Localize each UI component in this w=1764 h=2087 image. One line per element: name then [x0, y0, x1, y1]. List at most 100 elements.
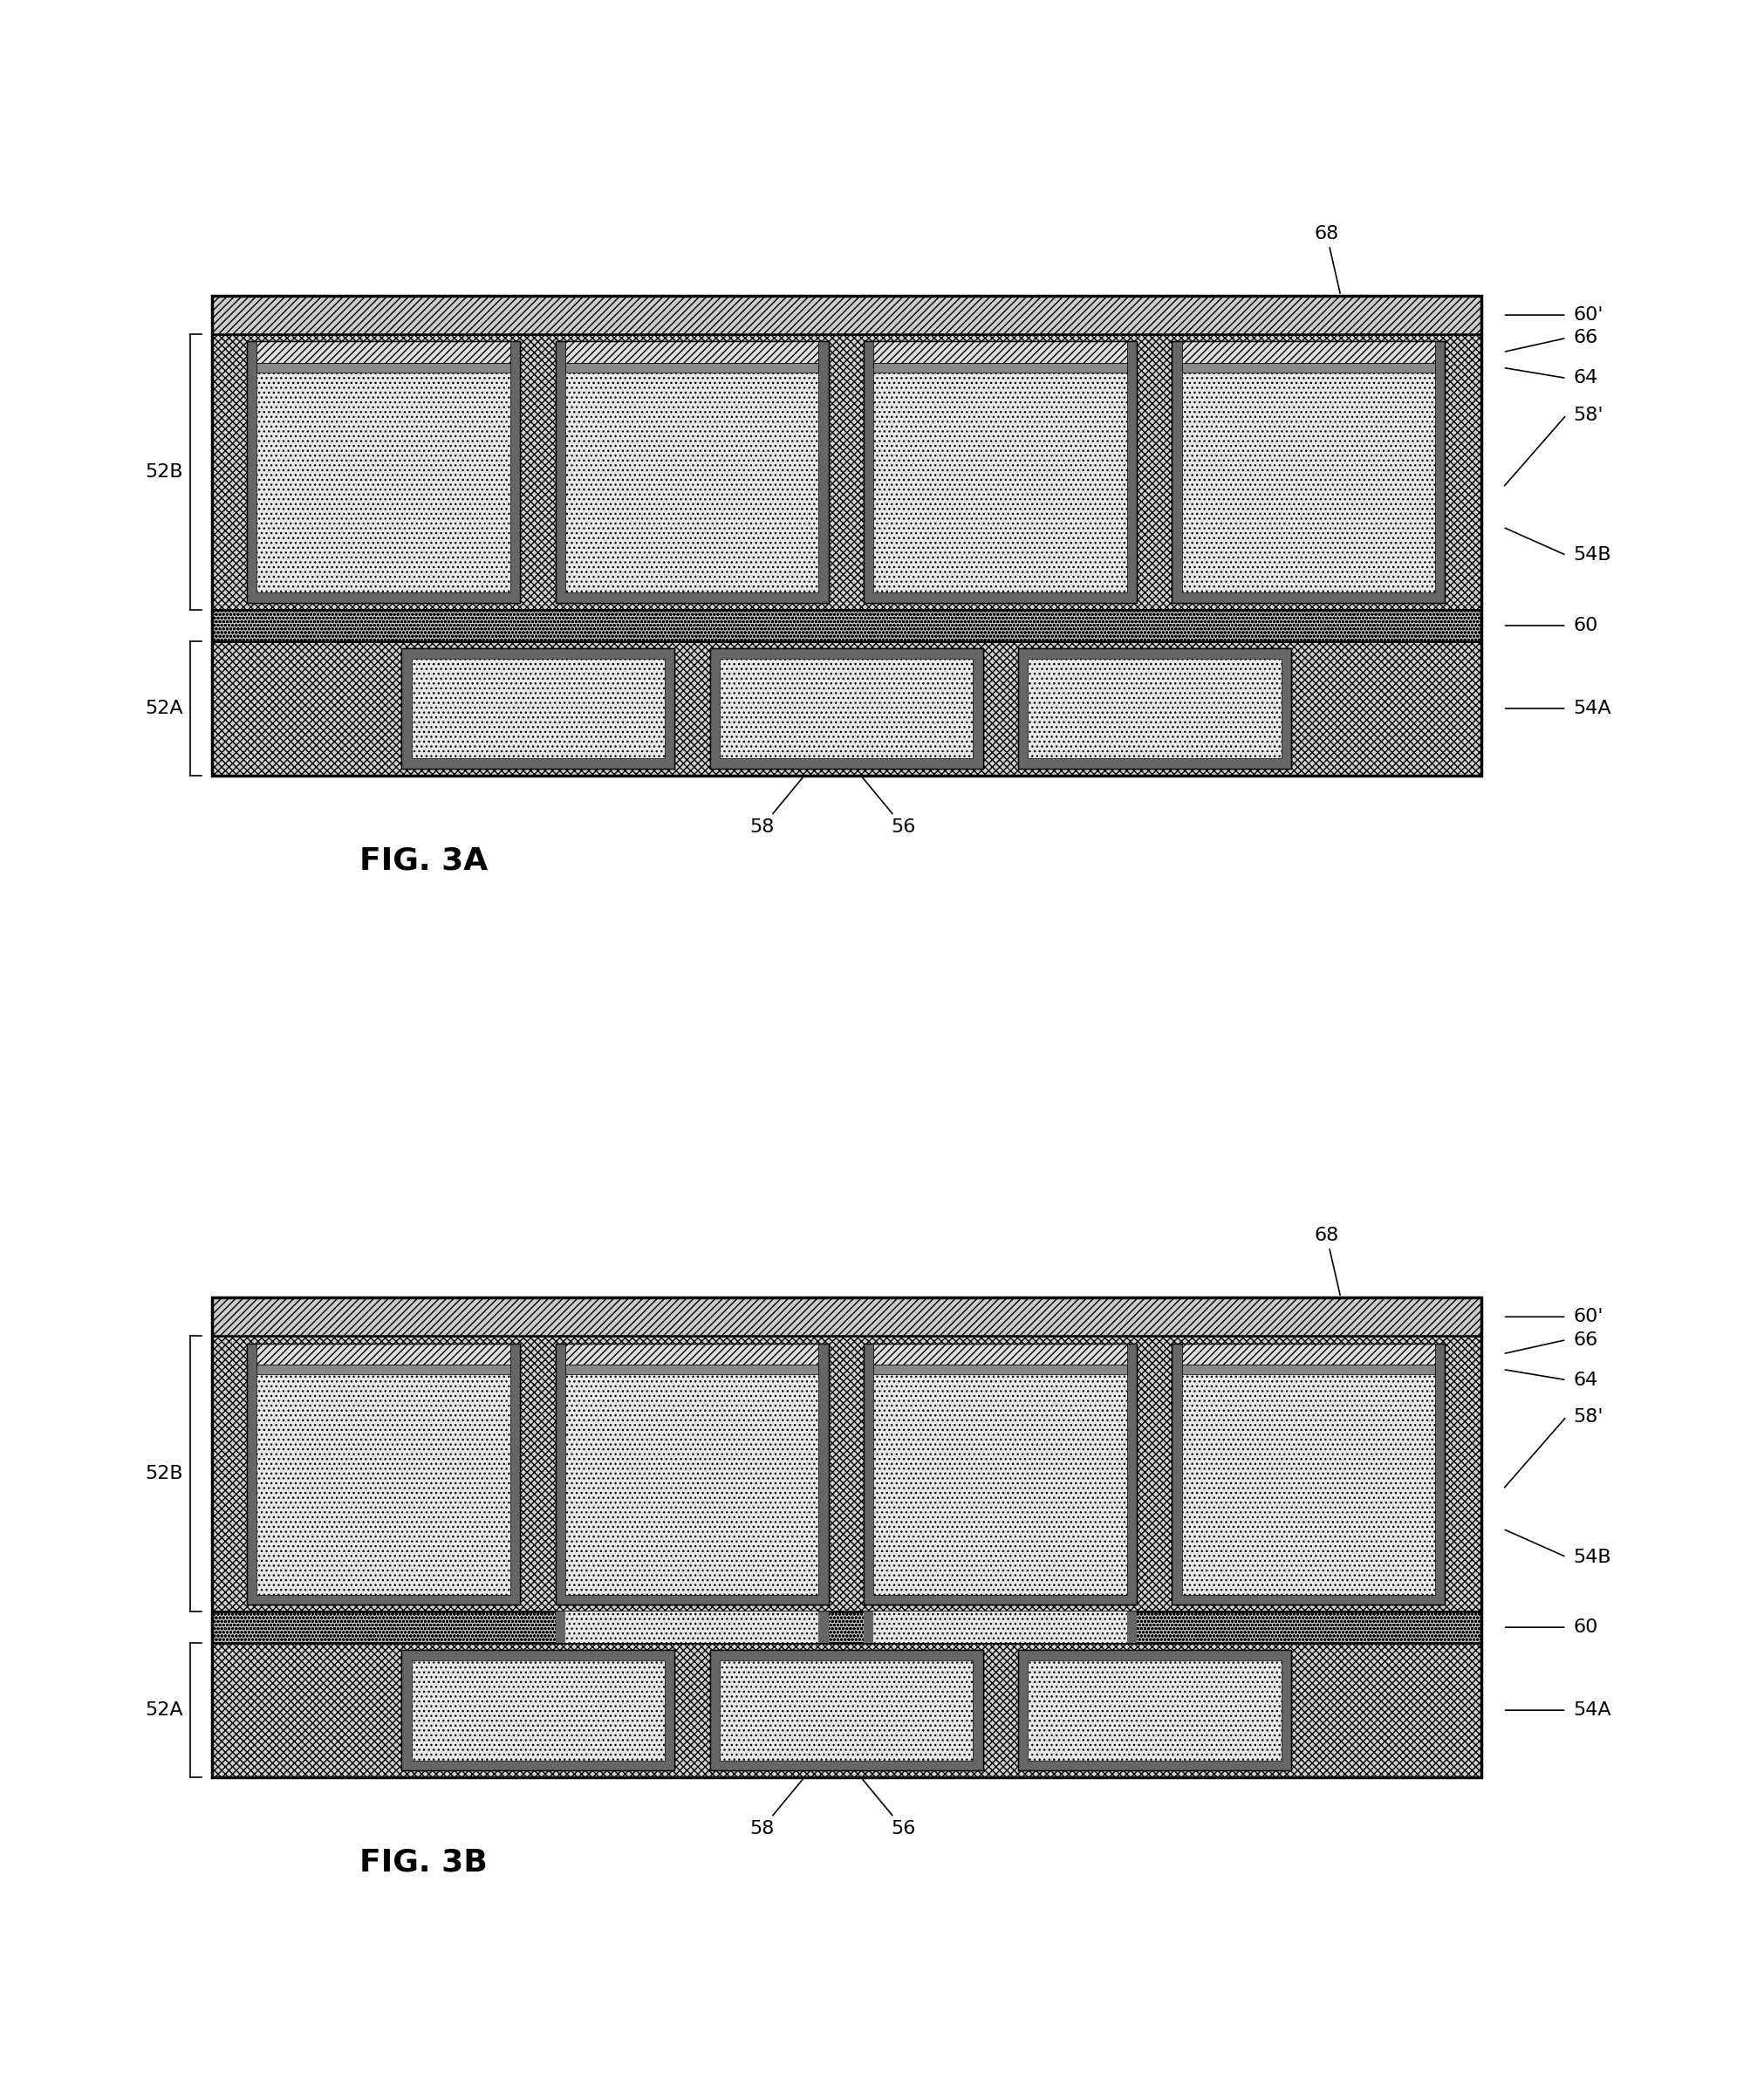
- Bar: [1018, 1651, 1028, 1770]
- Bar: [212, 1336, 1482, 1611]
- Text: 60: 60: [1573, 1620, 1598, 1636]
- Text: FIG. 3B: FIG. 3B: [360, 1847, 487, 1878]
- Bar: [1182, 1344, 1436, 1365]
- Bar: [1182, 363, 1436, 374]
- Bar: [556, 1611, 564, 1642]
- Text: 58': 58': [1573, 1409, 1603, 1425]
- Bar: [873, 1344, 1127, 1594]
- Bar: [556, 342, 829, 603]
- Bar: [212, 1298, 1482, 1336]
- Bar: [258, 1365, 510, 1375]
- Bar: [247, 342, 258, 603]
- Bar: [818, 1344, 829, 1605]
- Bar: [402, 1651, 411, 1770]
- Bar: [873, 342, 1127, 593]
- Bar: [873, 1365, 1127, 1375]
- Bar: [402, 1651, 674, 1659]
- Bar: [709, 649, 983, 768]
- Bar: [709, 649, 720, 768]
- Bar: [1028, 1659, 1281, 1759]
- Bar: [1171, 1344, 1445, 1605]
- Text: 52A: 52A: [145, 1701, 183, 1720]
- Bar: [402, 649, 674, 657]
- Text: 56: 56: [863, 1778, 916, 1837]
- Bar: [1018, 1651, 1291, 1770]
- Bar: [665, 1651, 674, 1770]
- Bar: [709, 1651, 983, 1770]
- Bar: [564, 1344, 818, 1365]
- Bar: [1018, 1759, 1291, 1770]
- Bar: [864, 342, 1136, 603]
- Bar: [556, 1594, 829, 1605]
- Bar: [873, 1611, 1127, 1642]
- Bar: [1182, 1344, 1436, 1594]
- Bar: [1127, 342, 1136, 603]
- Bar: [1171, 342, 1445, 603]
- Bar: [1281, 649, 1291, 768]
- Bar: [1171, 1594, 1445, 1605]
- Bar: [258, 1344, 510, 1594]
- Bar: [720, 657, 974, 758]
- Text: 58: 58: [750, 776, 803, 835]
- Bar: [556, 342, 829, 603]
- Bar: [864, 593, 1136, 603]
- Bar: [247, 593, 520, 603]
- Bar: [556, 1344, 829, 1605]
- Bar: [247, 1344, 258, 1605]
- Bar: [864, 1344, 1136, 1605]
- Text: 68: 68: [1314, 225, 1341, 294]
- Bar: [258, 342, 510, 363]
- Bar: [247, 342, 520, 603]
- Bar: [258, 1344, 510, 1365]
- Text: 54A: 54A: [1573, 699, 1612, 718]
- Text: 60: 60: [1573, 618, 1598, 634]
- Bar: [212, 1642, 1482, 1778]
- Bar: [402, 649, 674, 768]
- Bar: [1171, 1344, 1445, 1605]
- Bar: [212, 609, 1482, 641]
- Bar: [564, 1365, 818, 1375]
- Bar: [1182, 342, 1436, 593]
- Bar: [1182, 342, 1436, 363]
- Bar: [709, 1759, 983, 1770]
- Text: 52B: 52B: [145, 1465, 183, 1482]
- Bar: [1436, 1344, 1445, 1605]
- Bar: [818, 1611, 829, 1642]
- Bar: [1018, 1651, 1291, 1770]
- Bar: [212, 296, 1482, 334]
- Bar: [873, 363, 1127, 374]
- Bar: [212, 334, 1482, 609]
- Bar: [709, 1651, 720, 1770]
- Bar: [564, 342, 818, 363]
- Bar: [402, 1651, 674, 1770]
- Bar: [247, 1344, 520, 1605]
- Bar: [510, 1344, 520, 1605]
- Bar: [402, 649, 674, 768]
- Bar: [258, 342, 510, 593]
- Bar: [564, 1611, 818, 1642]
- Bar: [1018, 758, 1291, 768]
- Bar: [709, 1651, 983, 1770]
- Bar: [247, 1344, 520, 1605]
- Text: 54B: 54B: [1573, 1549, 1612, 1565]
- Bar: [1171, 1344, 1182, 1605]
- Text: 58': 58': [1573, 407, 1603, 424]
- Text: 52B: 52B: [145, 463, 183, 480]
- Bar: [709, 758, 983, 768]
- Bar: [411, 1659, 665, 1759]
- Bar: [1171, 342, 1182, 603]
- Bar: [402, 1651, 674, 1770]
- Bar: [864, 1611, 873, 1642]
- Text: 52A: 52A: [145, 699, 183, 718]
- Bar: [1127, 1344, 1136, 1605]
- Bar: [402, 649, 411, 768]
- Bar: [974, 1651, 983, 1770]
- Bar: [720, 1659, 974, 1759]
- Bar: [709, 1651, 983, 1659]
- Bar: [1182, 1365, 1436, 1375]
- Bar: [864, 1344, 1136, 1605]
- Bar: [665, 649, 674, 768]
- Text: 66: 66: [1573, 1332, 1598, 1348]
- Text: 60': 60': [1573, 307, 1603, 323]
- Bar: [818, 342, 829, 603]
